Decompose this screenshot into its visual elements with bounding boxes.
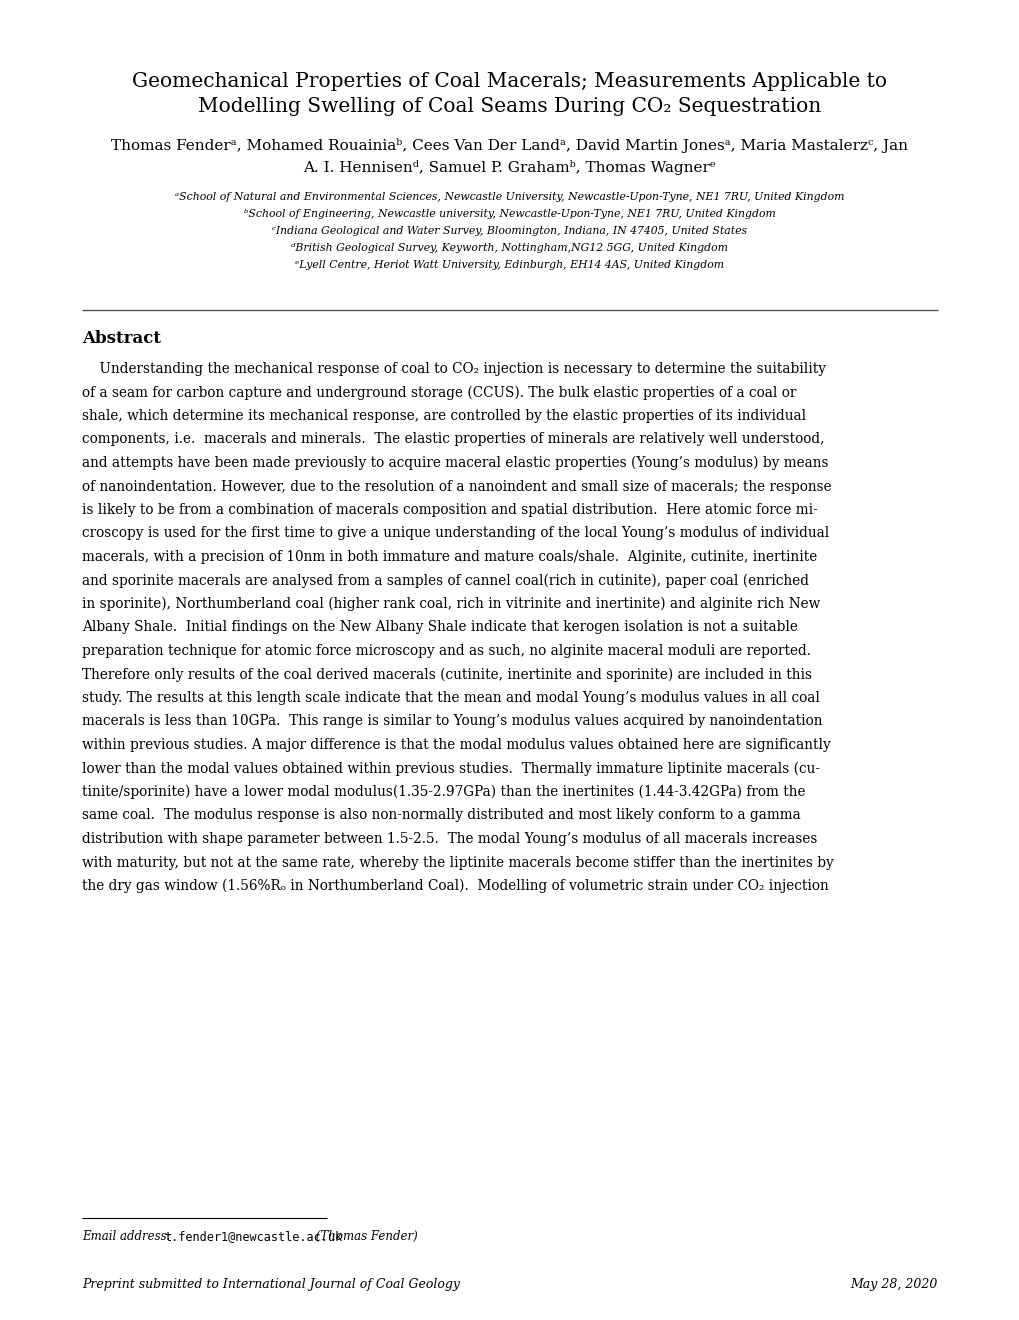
- Text: same coal.  The modulus response is also non-normally distributed and most likel: same coal. The modulus response is also …: [82, 808, 800, 822]
- Text: (Thomas Fender): (Thomas Fender): [312, 1230, 418, 1243]
- Text: May 28, 2020: May 28, 2020: [850, 1278, 937, 1291]
- Text: of nanoindentation. However, due to the resolution of a nanoindent and small siz: of nanoindentation. However, due to the …: [82, 479, 830, 494]
- Text: study. The results at this length scale indicate that the mean and modal Young’s: study. The results at this length scale …: [82, 690, 819, 705]
- Text: with maturity, but not at the same rate, whereby the liptinite macerals become s: with maturity, but not at the same rate,…: [82, 855, 833, 870]
- Text: macerals is less than 10GPa.  This range is similar to Young’s modulus values ac: macerals is less than 10GPa. This range …: [82, 714, 821, 729]
- Text: tinite/sporinite) have a lower modal modulus(1.35-2.97GPa) than the inertinites : tinite/sporinite) have a lower modal mod…: [82, 785, 805, 800]
- Text: is likely to be from a combination of macerals composition and spatial distribut: is likely to be from a combination of ma…: [82, 503, 817, 517]
- Text: macerals, with a precision of 10nm in both immature and mature coals/shale.  Alg: macerals, with a precision of 10nm in bo…: [82, 550, 816, 564]
- Text: in sporinite), Northumberland coal (higher rank coal, rich in vitrinite and iner: in sporinite), Northumberland coal (high…: [82, 597, 819, 611]
- Text: of a seam for carbon capture and underground storage (CCUS). The bulk elastic pr: of a seam for carbon capture and undergr…: [82, 385, 796, 400]
- Text: ᵃSchool of Natural and Environmental Sciences, Newcastle University, Newcastle-U: ᵃSchool of Natural and Environmental Sci…: [175, 191, 844, 202]
- Text: Therefore only results of the coal derived macerals (cutinite, inertinite and sp: Therefore only results of the coal deriv…: [82, 668, 811, 682]
- Text: ᵇSchool of Engineering, Newcastle university, Newcastle-Upon-Tyne, NE1 7RU, Unit: ᵇSchool of Engineering, Newcastle univer…: [244, 209, 775, 219]
- Text: Modelling Swelling of Coal Seams During CO₂ Sequestration: Modelling Swelling of Coal Seams During …: [198, 96, 821, 116]
- Text: components, i.e.  macerals and minerals.  The elastic properties of minerals are: components, i.e. macerals and minerals. …: [82, 433, 823, 446]
- Text: and sporinite macerals are analysed from a samples of cannel coal(rich in cutini: and sporinite macerals are analysed from…: [82, 573, 808, 587]
- Text: shale, which determine its mechanical response, are controlled by the elastic pr: shale, which determine its mechanical re…: [82, 409, 805, 422]
- Text: Thomas Fenderᵃ, Mohamed Rouainiaᵇ, Cees Van Der Landᵃ, David Martin Jonesᵃ, Mari: Thomas Fenderᵃ, Mohamed Rouainiaᵇ, Cees …: [111, 139, 908, 153]
- Text: Geomechanical Properties of Coal Macerals; Measurements Applicable to: Geomechanical Properties of Coal Maceral…: [132, 73, 887, 91]
- Text: within previous studies. A major difference is that the modal modulus values obt: within previous studies. A major differe…: [82, 738, 829, 752]
- Text: lower than the modal values obtained within previous studies.  Thermally immatur: lower than the modal values obtained wit…: [82, 762, 819, 776]
- Text: Albany Shale.  Initial findings on the New Albany Shale indicate that kerogen is: Albany Shale. Initial findings on the Ne…: [82, 620, 797, 635]
- Text: distribution with shape parameter between 1.5-2.5.  The modal Young’s modulus of: distribution with shape parameter betwee…: [82, 832, 816, 846]
- Text: ᵉLyell Centre, Heriot Watt University, Edinburgh, EH14 4AS, United Kingdom: ᵉLyell Centre, Heriot Watt University, E…: [296, 260, 723, 271]
- Text: Abstract: Abstract: [82, 330, 161, 347]
- Text: t.fender1@newcastle.ac.uk: t.fender1@newcastle.ac.uk: [164, 1230, 341, 1243]
- Text: ᵈBritish Geological Survey, Keyworth, Nottingham,NG12 5GG, United Kingdom: ᵈBritish Geological Survey, Keyworth, No…: [291, 243, 728, 253]
- Text: ᶜIndiana Geological and Water Survey, Bloomington, Indiana, IN 47405, United Sta: ᶜIndiana Geological and Water Survey, Bl…: [272, 226, 747, 236]
- Text: preparation technique for atomic force microscopy and as such, no alginite macer: preparation technique for atomic force m…: [82, 644, 810, 657]
- Text: Email address:: Email address:: [82, 1230, 174, 1243]
- Text: the dry gas window (1.56%Rₒ in Northumberland Coal).  Modelling of volumetric st: the dry gas window (1.56%Rₒ in Northumbe…: [82, 879, 828, 894]
- Text: and attempts have been made previously to acquire maceral elastic properties (Yo: and attempts have been made previously t…: [82, 455, 827, 470]
- Text: Preprint submitted to International Journal of Coal Geology: Preprint submitted to International Jour…: [82, 1278, 460, 1291]
- Text: A. I. Hennisenᵈ, Samuel P. Grahamᵇ, Thomas Wagnerᵉ: A. I. Hennisenᵈ, Samuel P. Grahamᵇ, Thom…: [304, 160, 715, 176]
- Text: croscopy is used for the first time to give a unique understanding of the local : croscopy is used for the first time to g…: [82, 527, 828, 540]
- Text: Understanding the mechanical response of coal to CO₂ injection is necessary to d: Understanding the mechanical response of…: [82, 362, 825, 376]
